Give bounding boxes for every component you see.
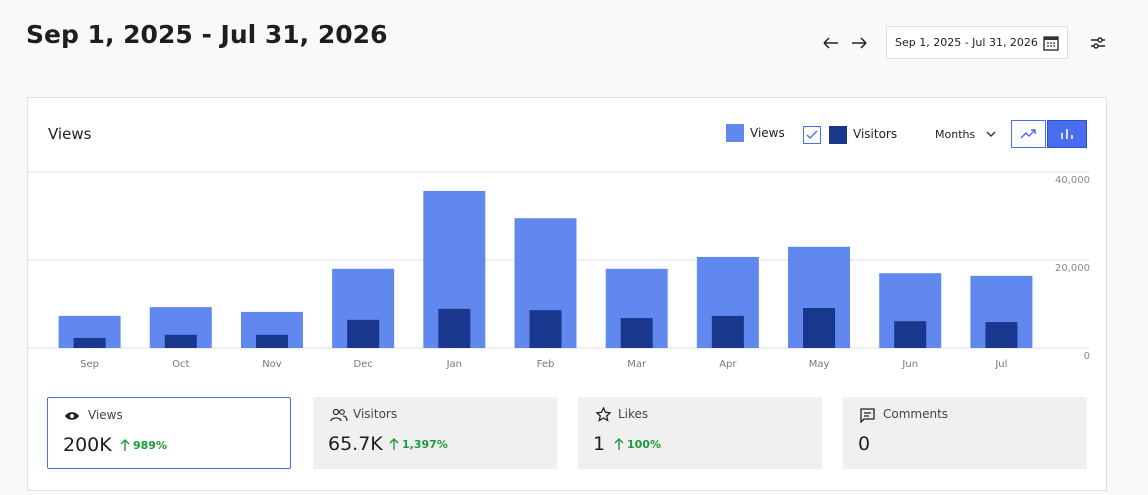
stat-change: 100% xyxy=(627,438,661,451)
x-tick-label: Nov xyxy=(262,359,282,370)
x-tick-label: Feb xyxy=(537,359,555,370)
x-tick-label: Jun xyxy=(901,359,918,370)
nav-arrows[interactable] xyxy=(822,34,870,52)
stat-card[interactable]: Visitors 65.7K 1,397% xyxy=(313,397,557,469)
bar xyxy=(985,322,1018,348)
legend-label: Visitors xyxy=(853,127,898,141)
y-tick-label: 0 xyxy=(1084,351,1090,362)
bar xyxy=(803,307,836,348)
stat-card[interactable]: Comments 0 xyxy=(843,397,1087,469)
stat-change: 1,397% xyxy=(402,438,448,451)
y-tick-label: 20,000 xyxy=(1055,263,1090,274)
settings-icon[interactable] xyxy=(1090,35,1106,51)
stat-label: Likes xyxy=(618,407,649,421)
page-title: Sep 1, 2025 - Jul 31, 2026 xyxy=(26,20,388,49)
calendar-icon xyxy=(1043,36,1059,51)
period-select[interactable]: Months xyxy=(935,128,975,141)
date-range-button[interactable]: Sep 1, 2025 - Jul 31, 2026 xyxy=(886,26,1068,59)
bar xyxy=(73,337,106,348)
stat-label: Visitors xyxy=(353,407,398,421)
eye-icon xyxy=(65,412,79,420)
bar xyxy=(711,315,744,348)
bar xyxy=(164,334,197,348)
people-icon xyxy=(330,408,348,422)
legend-swatch xyxy=(726,124,744,142)
x-tick-label: Dec xyxy=(353,359,372,370)
date-range: Sep 1, 2025 - Jul 31, 2026 xyxy=(895,36,1038,49)
y-tick-label: 40,000 xyxy=(1055,175,1090,186)
legend-swatch xyxy=(829,126,847,144)
stat-value: 65.7K xyxy=(328,433,383,455)
bar xyxy=(255,334,288,348)
star-icon xyxy=(596,407,611,422)
stat-label: Views xyxy=(88,408,123,422)
stat-value: 0 xyxy=(858,433,871,455)
chart-title: Views xyxy=(48,125,92,143)
legend-checkbox[interactable] xyxy=(803,126,821,144)
bar xyxy=(620,318,653,348)
comment-icon xyxy=(860,408,875,423)
stat-change: 989% xyxy=(133,439,167,452)
stat-label: Comments xyxy=(883,407,949,421)
stat-value: 200K xyxy=(63,434,112,456)
bar xyxy=(894,321,927,348)
x-tick-label: Jan xyxy=(446,359,462,370)
bar xyxy=(347,319,380,348)
chevron xyxy=(986,131,996,137)
x-tick-label: Sep xyxy=(80,359,99,370)
up-arrow xyxy=(614,438,624,450)
chart-type-toggle[interactable] xyxy=(1011,120,1088,148)
stat-card[interactable]: Likes 1 100% xyxy=(578,397,822,469)
x-tick-label: May xyxy=(809,359,830,370)
period: Months xyxy=(935,128,976,141)
up-arrow xyxy=(120,439,130,451)
bar xyxy=(529,310,562,348)
x-tick-label: Apr xyxy=(719,359,737,370)
chart: 0 20,000 40,000 Sep Oct Nov Dec Jan Feb Mar Apr May… xyxy=(28,171,1090,370)
up-arrow xyxy=(389,438,399,450)
x-tick-label: Jul xyxy=(994,359,1007,370)
x-tick-label: Mar xyxy=(627,359,647,370)
bar xyxy=(438,308,471,348)
stat-value: 1 xyxy=(593,433,606,455)
x-tick-label: Oct xyxy=(172,359,189,370)
legend-label: Views xyxy=(750,126,785,140)
stat-card[interactable]: Views 200K 989% xyxy=(47,397,291,469)
